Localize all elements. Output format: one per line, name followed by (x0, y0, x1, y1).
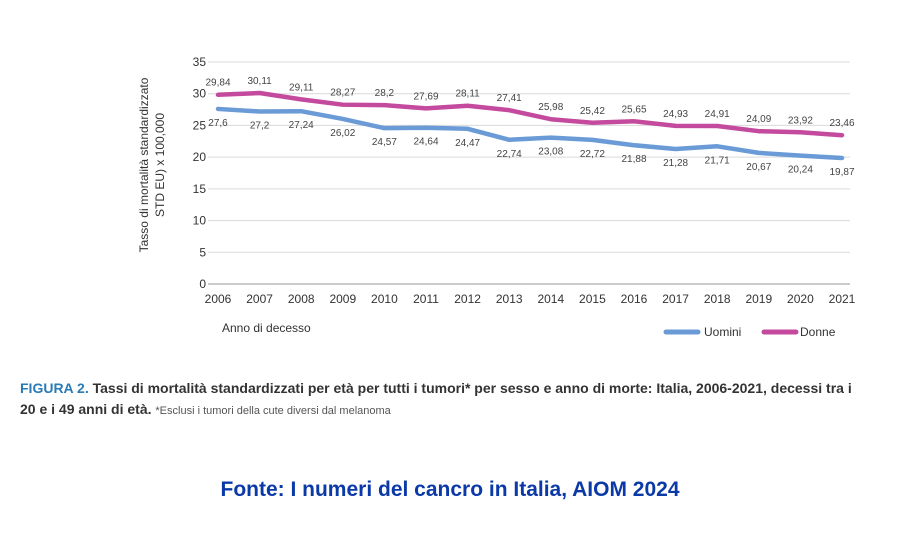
data-label-donne: 25,98 (538, 102, 563, 113)
series-line-uomini (215, 106, 845, 161)
data-label-uomini: 27,2 (250, 120, 270, 131)
x-tick-label: 2007 (246, 292, 273, 306)
figure-caption: FIGURA 2. Tassi di mortalità standardizz… (20, 378, 860, 422)
data-label-uomini: 26,02 (330, 128, 355, 139)
data-label-donne: 23,46 (829, 118, 854, 129)
data-label-donne: 24,91 (705, 109, 730, 120)
data-label-donne: 28,11 (455, 89, 480, 100)
data-label-donne: 27,41 (497, 93, 522, 104)
x-tick-label: 2021 (829, 292, 856, 306)
data-label-donne: 28,2 (375, 88, 395, 99)
series-lines (215, 90, 845, 161)
data-labels: 27,6 27,2 27,24 26,02 24,57 24,64 24,47 22,74 23… (205, 76, 854, 178)
x-tick-label: 2017 (662, 292, 689, 306)
gridlines (208, 61, 850, 285)
x-axis-label: Anno di decesso (222, 321, 311, 335)
y-tick-label: 20 (193, 150, 207, 164)
data-label-donne: 28,27 (330, 88, 355, 99)
x-tick-label: 2016 (621, 292, 648, 306)
data-label-uomini: 24,47 (455, 138, 480, 149)
data-label-donne: 24,09 (746, 114, 771, 125)
series-line-donne (215, 90, 845, 138)
x-tick-label: 2018 (704, 292, 731, 306)
data-label-uomini: 19,87 (829, 167, 854, 178)
y-tick-label: 5 (199, 245, 206, 259)
data-label-uomini: 23,08 (538, 147, 563, 158)
x-axis-ticks: 2006 2007 2008 2009 2010 2011 2012 2013 2014 2015… (205, 292, 856, 306)
x-tick-label: 2012 (454, 292, 481, 306)
caption-note: *Esclusi i tumori della cute diversi dal… (155, 405, 391, 417)
data-label-uomini: 27,24 (289, 120, 314, 131)
data-label-donne: 25,42 (580, 106, 605, 117)
y-tick-label: 25 (193, 118, 207, 132)
data-label-uomini: 20,67 (746, 162, 771, 173)
x-tick-label: 2006 (205, 292, 232, 306)
x-tick-label: 2014 (537, 292, 564, 306)
legend: Uomini Donne (663, 325, 836, 339)
figure-label: FIGURA 2. (20, 380, 89, 396)
source-credit: Fonte: I numeri del cancro in Italia, AI… (220, 478, 680, 501)
x-tick-label: 2008 (288, 292, 315, 306)
data-label-donne: 24,93 (663, 109, 688, 120)
data-label-donne: 29,84 (205, 78, 230, 89)
data-label-uomini: 20,24 (788, 165, 813, 176)
data-label-donne: 23,92 (788, 115, 813, 126)
y-axis-label-line1: Tasso di mortalità standardizzato (137, 77, 151, 252)
data-label-uomini: 22,72 (580, 149, 605, 160)
data-label-uomini: 24,57 (372, 137, 397, 148)
data-label-donne: 30,11 (247, 76, 272, 87)
y-tick-label: 30 (193, 87, 207, 101)
x-tick-label: 2009 (329, 292, 356, 306)
y-axis-ticks: 0 5 10 15 20 25 30 35 (193, 55, 207, 291)
data-label-uomini: 22,74 (497, 149, 522, 160)
y-axis-label-line2: STD EU) x 100,000 (153, 113, 167, 217)
legend-label-donne: Donne (800, 325, 836, 339)
y-tick-label: 0 (199, 277, 206, 291)
y-tick-label: 10 (193, 214, 207, 228)
data-label-uomini: 21,88 (621, 154, 646, 165)
x-tick-label: 2020 (787, 292, 814, 306)
data-label-donne: 29,11 (289, 82, 314, 93)
data-label-uomini: 24,64 (413, 137, 438, 148)
y-tick-label: 35 (193, 55, 207, 69)
y-tick-label: 15 (193, 182, 207, 196)
caption-text: Tassi di mortalità standardizzati per et… (20, 380, 852, 417)
data-label-uomini: 21,71 (705, 155, 730, 166)
x-tick-label: 2010 (371, 292, 398, 306)
x-tick-label: 2011 (413, 292, 439, 306)
x-tick-label: 2019 (745, 292, 772, 306)
data-label-uomini: 21,28 (663, 158, 688, 169)
x-tick-label: 2013 (496, 292, 523, 306)
data-label-uomini: 27,6 (208, 118, 228, 129)
data-label-donne: 25,65 (621, 104, 646, 115)
legend-label-uomini: Uomini (704, 325, 741, 339)
data-label-donne: 27,69 (413, 91, 438, 102)
x-tick-label: 2015 (579, 292, 606, 306)
